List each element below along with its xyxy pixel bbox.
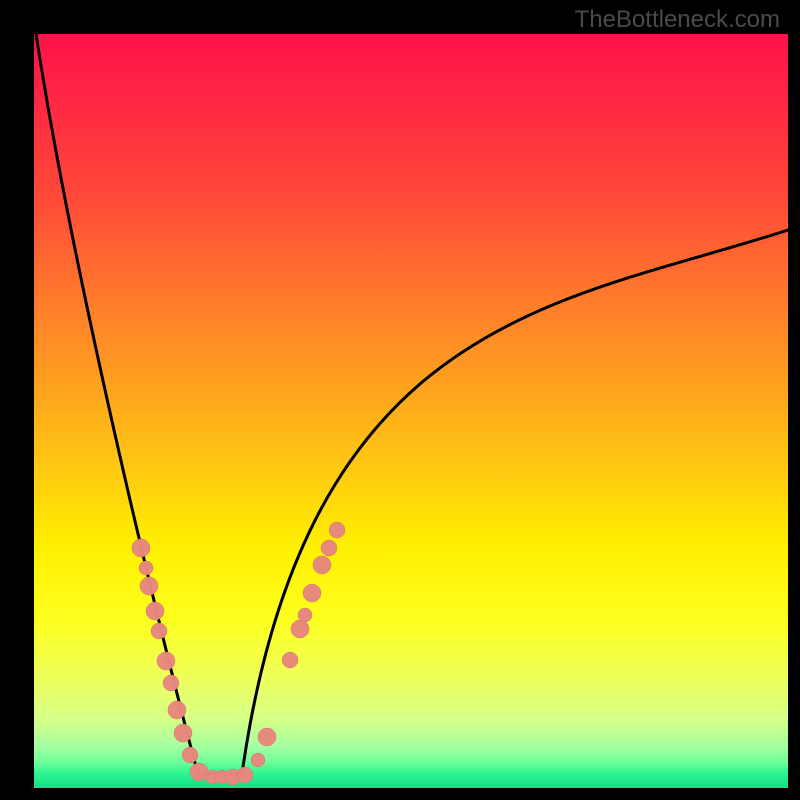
data-marker <box>163 675 179 691</box>
data-marker <box>151 623 167 639</box>
data-marker <box>140 577 158 595</box>
data-marker <box>251 753 265 767</box>
data-marker <box>132 539 150 557</box>
data-marker <box>139 561 153 575</box>
data-marker <box>146 602 164 620</box>
bottleneck-chart <box>0 0 800 800</box>
data-marker <box>321 540 337 556</box>
data-marker <box>174 724 192 742</box>
data-marker <box>291 620 309 638</box>
data-marker <box>237 767 253 783</box>
data-marker <box>282 652 298 668</box>
data-marker <box>157 652 175 670</box>
data-marker <box>182 747 198 763</box>
data-marker <box>313 556 331 574</box>
data-marker <box>298 608 312 622</box>
heat-gradient-area <box>34 34 788 788</box>
data-marker <box>329 522 345 538</box>
data-marker <box>168 701 186 719</box>
chart-container: TheBottleneck.com <box>0 0 800 800</box>
data-marker <box>258 728 276 746</box>
data-marker <box>303 584 321 602</box>
